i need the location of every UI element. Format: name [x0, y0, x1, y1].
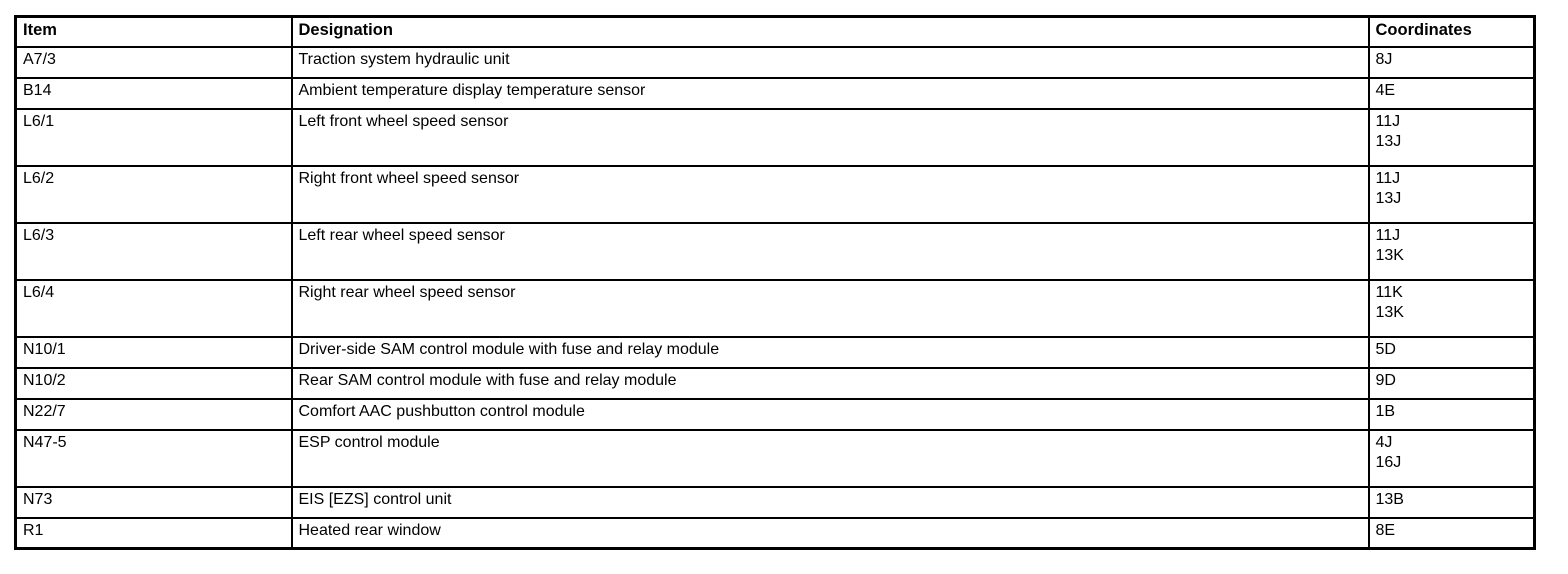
coordinates-cell: 11J 13K: [1367, 221, 1536, 281]
designation-cell: Left rear wheel speed sensor: [290, 221, 1370, 281]
coordinates-cell: 9D: [1367, 366, 1536, 400]
designation-cell: Right front wheel speed sensor: [290, 164, 1370, 224]
item-cell: N22/7: [14, 397, 293, 431]
designation-cell: Left front wheel speed sensor: [290, 107, 1370, 167]
table-row: N73 EIS [EZS] control unit 13B: [14, 485, 1536, 519]
item-cell: R1: [14, 516, 293, 550]
designation-cell: Right rear wheel speed sensor: [290, 278, 1370, 338]
designation-cell: ESP control module: [290, 428, 1370, 488]
coordinates-cell: 4E: [1367, 76, 1536, 110]
item-cell: N10/2: [14, 366, 293, 400]
column-header-item: Item: [14, 15, 293, 48]
table-row: N22/7 Comfort AAC pushbutton control mod…: [14, 397, 1536, 431]
coordinates-cell: 8E: [1367, 516, 1536, 550]
table-row: L6/1 Left front wheel speed sensor 11J 1…: [14, 107, 1536, 167]
coordinates-cell: 13B: [1367, 485, 1536, 519]
table-row: N47-5 ESP control module 4J 16J: [14, 428, 1536, 488]
coordinates-cell: 11J 13J: [1367, 164, 1536, 224]
component-location-table: Item Designation Coordinates A7/3 Tracti…: [14, 15, 1536, 550]
table-row: L6/2 Right front wheel speed sensor 11J …: [14, 164, 1536, 224]
item-cell: L6/4: [14, 278, 293, 338]
item-cell: N10/1: [14, 335, 293, 369]
coordinates-cell: 1B: [1367, 397, 1536, 431]
table-header-row: Item Designation Coordinates: [14, 15, 1536, 48]
designation-cell: Comfort AAC pushbutton control module: [290, 397, 1370, 431]
item-cell: L6/2: [14, 164, 293, 224]
item-cell: A7/3: [14, 45, 293, 79]
coordinates-cell: 5D: [1367, 335, 1536, 369]
designation-cell: Ambient temperature display temperature …: [290, 76, 1370, 110]
column-header-coordinates: Coordinates: [1367, 15, 1536, 48]
table-row: N10/1 Driver-side SAM control module wit…: [14, 335, 1536, 369]
table-row: L6/3 Left rear wheel speed sensor 11J 13…: [14, 221, 1536, 281]
table-row: L6/4 Right rear wheel speed sensor 11K 1…: [14, 278, 1536, 338]
table-row: A7/3 Traction system hydraulic unit 8J: [14, 45, 1536, 79]
item-cell: L6/3: [14, 221, 293, 281]
item-cell: L6/1: [14, 107, 293, 167]
coordinates-cell: 8J: [1367, 45, 1536, 79]
item-cell: B14: [14, 76, 293, 110]
table-row: B14 Ambient temperature display temperat…: [14, 76, 1536, 110]
coordinates-cell: 11J 13J: [1367, 107, 1536, 167]
item-cell: N73: [14, 485, 293, 519]
coordinates-cell: 4J 16J: [1367, 428, 1536, 488]
column-header-designation: Designation: [290, 15, 1370, 48]
designation-cell: Rear SAM control module with fuse and re…: [290, 366, 1370, 400]
coordinates-cell: 11K 13K: [1367, 278, 1536, 338]
designation-cell: EIS [EZS] control unit: [290, 485, 1370, 519]
table-row: R1 Heated rear window 8E: [14, 516, 1536, 550]
designation-cell: Traction system hydraulic unit: [290, 45, 1370, 79]
table-row: N10/2 Rear SAM control module with fuse …: [14, 366, 1536, 400]
item-cell: N47-5: [14, 428, 293, 488]
designation-cell: Heated rear window: [290, 516, 1370, 550]
designation-cell: Driver-side SAM control module with fuse…: [290, 335, 1370, 369]
